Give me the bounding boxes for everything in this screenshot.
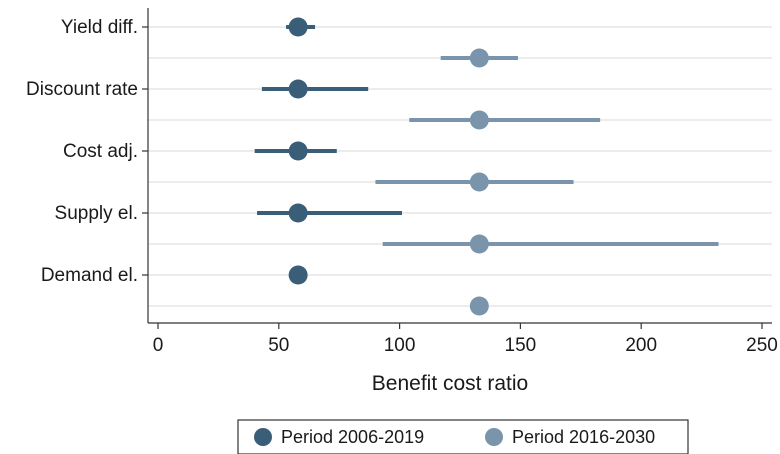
x-tick-label: 200 — [625, 335, 657, 356]
legend-label: Period 2016-2030 — [512, 427, 655, 447]
data-point — [469, 110, 489, 130]
data-point — [288, 265, 308, 285]
legend-box — [237, 419, 689, 454]
x-axis-title: Benefit cost ratio — [372, 372, 528, 395]
category-label: Cost adj. — [63, 141, 138, 162]
x-tick-label: 0 — [153, 335, 164, 356]
data-point — [288, 17, 308, 37]
data-point — [288, 203, 308, 223]
data-point — [469, 48, 489, 68]
data-point — [288, 79, 308, 99]
x-tick-label: 100 — [384, 335, 416, 356]
legend-marker — [254, 428, 272, 446]
category-label: Demand el. — [41, 265, 138, 286]
legend-marker — [485, 428, 503, 446]
legend: Period 2006-2019 Period 2016-2030 — [237, 419, 689, 454]
chart-marks — [254, 17, 719, 316]
data-point — [469, 234, 489, 254]
data-point — [469, 172, 489, 192]
category-label: Yield diff. — [61, 17, 138, 38]
data-point — [288, 141, 308, 161]
x-tick-label: 150 — [505, 335, 537, 356]
legend-label: Period 2006-2019 — [281, 427, 424, 447]
category-label: Supply el. — [55, 203, 138, 224]
category-label: Discount rate — [26, 79, 138, 100]
x-tick-label: 250 — [746, 335, 778, 356]
axes: Yield diff. Discount rate Cost adj. Supply … — [26, 17, 778, 356]
plot-frame — [147, 8, 772, 324]
data-point — [469, 296, 489, 316]
grid-lines — [148, 26, 772, 307]
x-tick-label: 50 — [268, 335, 289, 356]
